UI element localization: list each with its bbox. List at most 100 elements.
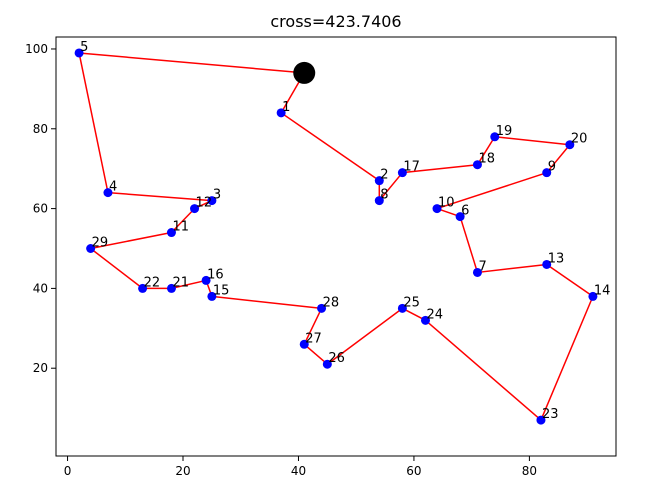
city-marker <box>201 275 211 285</box>
route-segment <box>79 52 305 74</box>
city-marker <box>322 359 332 369</box>
city-marker <box>317 303 327 313</box>
route-markers <box>74 48 598 425</box>
city-marker <box>490 132 500 142</box>
city-label: 18 <box>478 152 495 167</box>
city-label: 4 <box>109 180 117 195</box>
route-segment <box>459 216 479 273</box>
y-tick-label: 100 <box>25 42 48 56</box>
city-label: 2 <box>380 168 388 183</box>
city-label: 25 <box>403 295 420 310</box>
y-tick-label: 20 <box>33 361 48 375</box>
city-marker <box>207 196 217 206</box>
city-label: 6 <box>461 204 469 219</box>
city-marker <box>299 339 309 349</box>
city-label: 21 <box>172 275 189 290</box>
city-label: 14 <box>594 283 611 298</box>
city-label: 11 <box>172 220 189 235</box>
city-label: 3 <box>213 188 221 203</box>
city-label: 5 <box>80 40 88 55</box>
x-tick-label: 40 <box>291 464 306 478</box>
city-marker <box>472 160 482 170</box>
route-segment <box>546 263 594 297</box>
city-label: 29 <box>92 235 109 250</box>
city-marker <box>536 415 546 425</box>
city-marker <box>190 204 200 214</box>
city-marker <box>374 176 384 186</box>
city-label: 24 <box>426 307 443 322</box>
start-marker <box>293 61 316 84</box>
city-label: 7 <box>478 259 486 274</box>
city-label: 16 <box>207 267 224 282</box>
route-lines <box>78 52 594 421</box>
city-marker <box>374 196 384 206</box>
route-segment <box>476 136 496 166</box>
city-marker <box>472 267 482 277</box>
route-segment <box>424 319 542 421</box>
city-marker <box>542 259 552 269</box>
city-marker <box>74 48 84 58</box>
route-segment <box>303 308 323 345</box>
x-axis: 0 20 40 60 80 <box>64 456 537 478</box>
route-segment <box>211 295 322 310</box>
city-label: 22 <box>144 275 161 290</box>
x-tick-label: 60 <box>406 464 421 478</box>
city-label: 1 <box>282 100 290 115</box>
city-label: 8 <box>380 188 388 203</box>
route-labels: 1281718192091067131423242526272815162122… <box>80 40 610 422</box>
y-tick-label: 60 <box>33 202 48 216</box>
x-tick-label: 0 <box>64 464 72 478</box>
city-marker <box>397 168 407 178</box>
y-tick-label: 40 <box>33 281 48 295</box>
x-tick-label: 80 <box>522 464 537 478</box>
city-marker <box>397 303 407 313</box>
city-label: 20 <box>571 132 588 147</box>
city-label: 17 <box>403 160 420 175</box>
route-segment <box>494 136 570 146</box>
city-label: 9 <box>548 160 556 175</box>
city-marker <box>138 283 148 293</box>
route-segment <box>540 296 594 421</box>
route-segment <box>170 208 196 234</box>
route-segment <box>546 144 571 174</box>
city-marker <box>103 188 113 198</box>
route-segment <box>171 279 207 290</box>
route-segment <box>303 343 328 365</box>
city-label: 13 <box>548 251 565 266</box>
city-marker <box>420 315 430 325</box>
route-segment <box>90 247 144 289</box>
city-label: 26 <box>328 351 345 366</box>
city-marker <box>432 204 442 214</box>
city-label: 23 <box>542 407 559 422</box>
route-segment <box>402 163 478 174</box>
city-marker <box>565 140 575 150</box>
route-segment <box>378 172 403 202</box>
plot-frame <box>55 36 617 457</box>
city-label: 27 <box>305 331 322 346</box>
city-label: 28 <box>323 295 340 310</box>
route-segment <box>78 52 109 193</box>
city-marker <box>276 108 286 118</box>
city-marker <box>86 243 96 253</box>
city-label: 15 <box>213 283 230 298</box>
city-label: 19 <box>496 124 513 139</box>
city-marker <box>455 212 465 222</box>
city-marker <box>166 228 176 238</box>
route-segment <box>107 191 212 202</box>
chart-title: cross=423.7406 <box>270 12 401 31</box>
route-segment <box>436 171 547 210</box>
city-marker <box>542 168 552 178</box>
city-marker <box>207 291 217 301</box>
city-marker <box>166 283 176 293</box>
x-tick-label: 20 <box>175 464 190 478</box>
route-segment <box>477 263 547 274</box>
city-marker <box>588 291 598 301</box>
y-axis: 20 40 60 80 100 <box>25 42 56 375</box>
route-segment <box>326 307 403 365</box>
city-label: 10 <box>438 196 455 211</box>
y-tick-label: 80 <box>33 122 48 136</box>
route-segment <box>90 231 172 250</box>
city-label: 12 <box>196 196 213 211</box>
route-segment <box>280 112 380 182</box>
